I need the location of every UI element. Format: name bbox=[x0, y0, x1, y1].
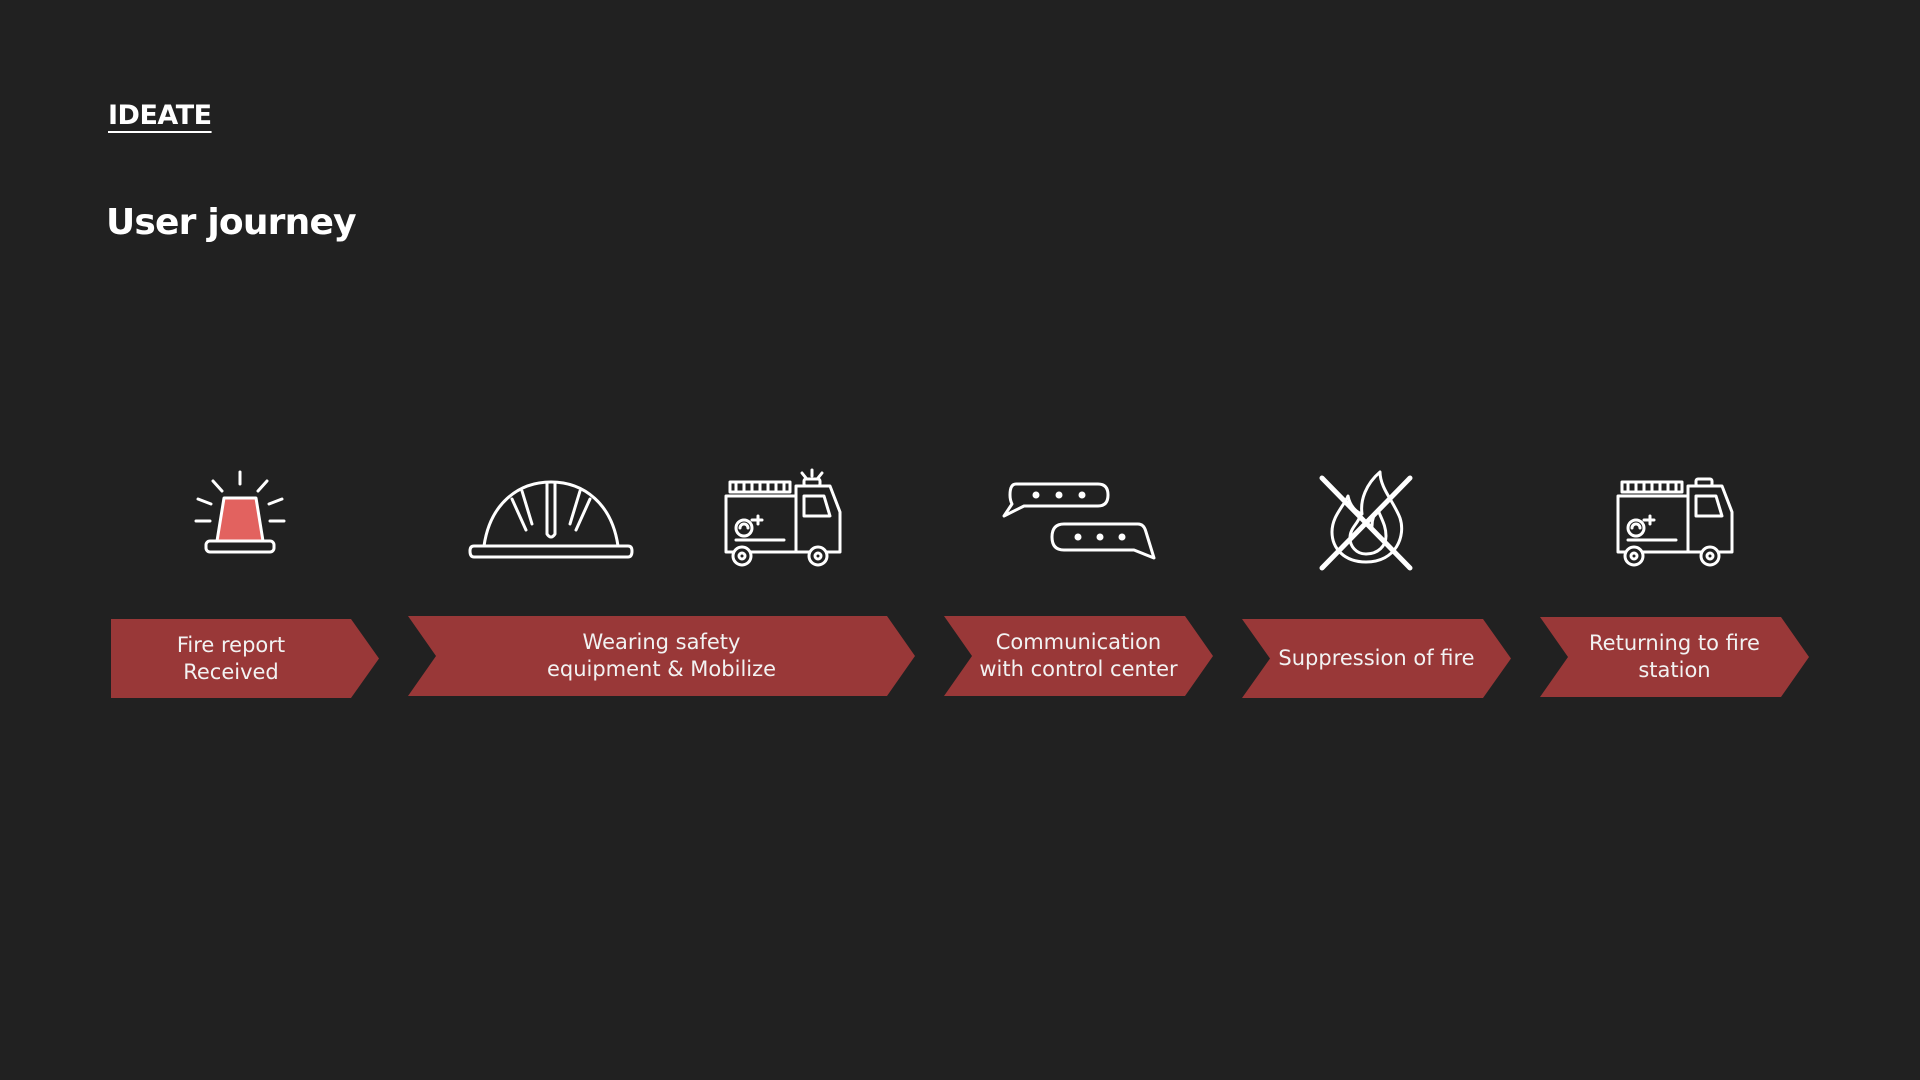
journey-step-communication: Communication with control center bbox=[944, 616, 1213, 696]
journey-step-label: Returning to fire station bbox=[1589, 631, 1760, 682]
journey-step-label: Wearing safety equipment & Mobilize bbox=[546, 630, 777, 681]
journey-step-label: Communication with control center bbox=[979, 630, 1178, 681]
no-fire-icon bbox=[1316, 466, 1416, 572]
section-tag: IDEATE bbox=[108, 100, 212, 131]
chat-bubbles-icon bbox=[1002, 480, 1156, 562]
helmet-icon bbox=[466, 478, 636, 562]
journey-step-label: Fire report Received bbox=[176, 632, 286, 684]
fire-truck-icon bbox=[722, 466, 846, 570]
journey-step-safety-mobilize: Wearing safety equipment & Mobilize bbox=[408, 616, 915, 696]
journey-step-label: Suppression of fire bbox=[1278, 646, 1475, 670]
journey-step-returning: Returning to fire station bbox=[1540, 617, 1809, 697]
page-title: User journey bbox=[106, 202, 357, 243]
journey-step-suppression: Suppression of fire bbox=[1242, 619, 1511, 698]
siren-icon bbox=[190, 468, 290, 568]
fire-truck-icon bbox=[1614, 470, 1738, 570]
journey-step-fire-report: Fire report Received bbox=[111, 619, 379, 698]
